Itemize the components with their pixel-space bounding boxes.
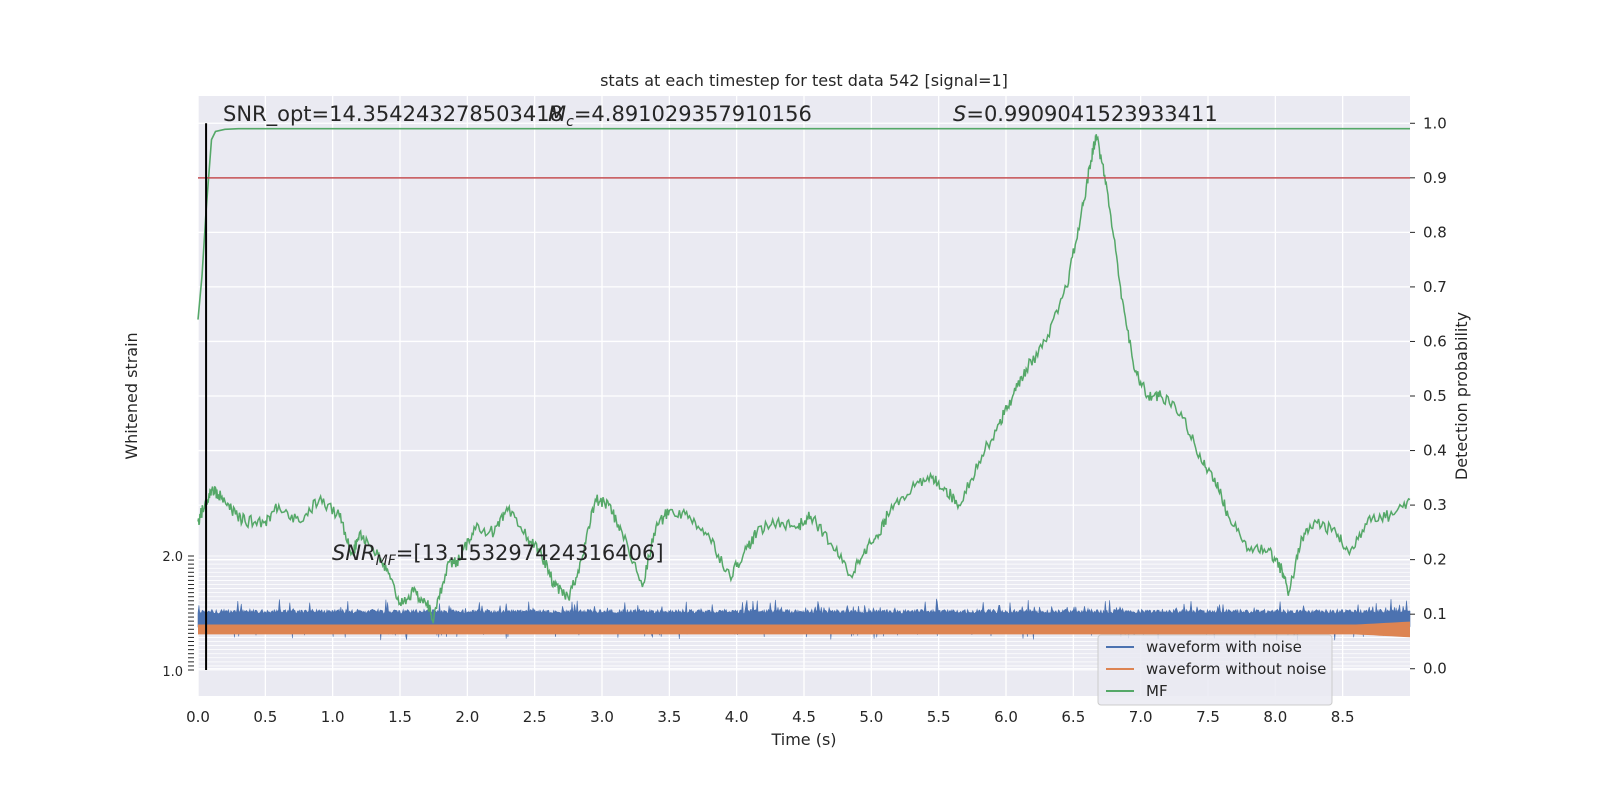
tick-labels: 0.0 0.5 1.0 1.5 2.0 2.5 3.0 3.5 4.0 4.5 5.0 5.5 6.0 6… xyxy=(186,114,1447,726)
legend-label-clean: waveform without noise xyxy=(1146,660,1326,678)
right-y-tick-label: 0.1 xyxy=(1423,605,1447,623)
mc-value: =4.891029357910156 xyxy=(574,102,812,126)
legend: waveform with noise waveform without noi… xyxy=(1097,634,1333,706)
snr-opt-annotation: SNR_opt=14.354243278503418 xyxy=(223,102,563,127)
x-tick-label: 1.5 xyxy=(388,708,412,726)
left-y-tick-top: 2.0 xyxy=(162,550,183,565)
x-axis-label: Time (s) xyxy=(770,730,836,749)
x-tick-label: 5.0 xyxy=(859,708,883,726)
right-y-tick-label: 0.0 xyxy=(1423,660,1447,678)
s-annotation: S=0.9909041523933411 xyxy=(953,102,1218,126)
x-tick-label: 8.5 xyxy=(1331,708,1355,726)
x-tick-label: 0.5 xyxy=(253,708,277,726)
y-axis-label-left: Whitened strain xyxy=(122,332,141,459)
x-tick-label: 8.0 xyxy=(1263,708,1287,726)
s-symbol: S xyxy=(953,102,966,126)
x-tick-label: 2.0 xyxy=(455,708,479,726)
s-value: =0.9909041523933411 xyxy=(966,102,1217,126)
x-tick-label: 6.5 xyxy=(1061,708,1085,726)
snr-mf-subscript: MF xyxy=(376,553,397,569)
legend-label-mf: MF xyxy=(1146,682,1168,700)
series-mf xyxy=(197,134,1411,624)
x-tick-label: 0.0 xyxy=(186,708,210,726)
x-tick-label: 1.0 xyxy=(321,708,345,726)
series-detection-probability xyxy=(197,127,1410,320)
right-y-tick-label: 0.4 xyxy=(1423,442,1447,460)
left-y-tick-bottom: 1.0 xyxy=(162,665,183,680)
snr-mf-value: =[13.153297424316406] xyxy=(396,541,664,565)
right-y-tick-label: 0.9 xyxy=(1423,169,1447,187)
right-y-tick-label: 0.3 xyxy=(1423,496,1447,514)
right-y-tick-label: 0.8 xyxy=(1423,223,1447,241)
x-tick-label: 6.0 xyxy=(994,708,1018,726)
mc-subscript: c xyxy=(566,114,574,130)
mc-annotation: Mc=4.891029357910156 xyxy=(548,102,812,130)
mc-symbol: M xyxy=(548,102,566,126)
legend-box xyxy=(1097,634,1333,706)
x-tick-label: 3.5 xyxy=(657,708,681,726)
right-y-tick-label: 0.6 xyxy=(1423,332,1447,350)
right-y-tick-label: 0.2 xyxy=(1423,551,1447,569)
x-tick-label: 4.5 xyxy=(792,708,816,726)
x-tick-label: 2.5 xyxy=(523,708,547,726)
x-tick-label: 7.5 xyxy=(1196,708,1220,726)
legend-label-noise: waveform with noise xyxy=(1146,638,1302,656)
x-tick-label: 7.0 xyxy=(1129,708,1153,726)
snr-mf-annotation: SNRMF=[13.153297424316406] xyxy=(332,541,664,569)
data-layer xyxy=(197,123,1411,670)
x-tick-label: 4.0 xyxy=(725,708,749,726)
x-tick-label: 5.5 xyxy=(927,708,951,726)
series-waveform-without-noise xyxy=(198,621,1410,638)
right-y-tick-label: 0.7 xyxy=(1423,278,1447,296)
x-tick-label: 3.0 xyxy=(590,708,614,726)
chart-title: stats at each timestep for test data 542… xyxy=(600,71,1008,90)
right-y-tick-label: 0.5 xyxy=(1423,387,1447,405)
y-axis-label-right: Detection probability xyxy=(1452,312,1471,480)
right-y-tick-label: 1.0 xyxy=(1423,114,1447,132)
snr-mf-symbol: SNR xyxy=(332,541,376,565)
